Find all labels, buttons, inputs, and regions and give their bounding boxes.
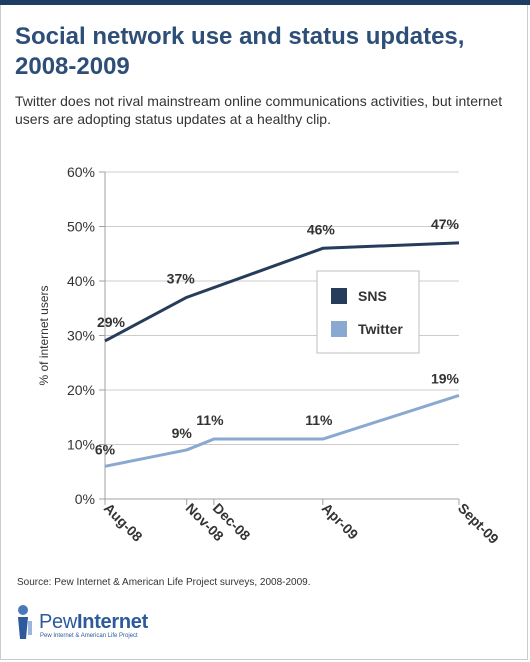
twitter-data-label: 11% <box>305 412 333 428</box>
chart-subtitle: Twitter does not rival mainstream online… <box>15 93 503 127</box>
y-tick-label: 20% <box>67 382 95 398</box>
x-tick-label: Sept-09 <box>455 500 502 547</box>
twitter-series-line <box>104 394 460 468</box>
top-rule <box>0 0 530 5</box>
sns-data-label: 46% <box>307 221 336 237</box>
twitter-data-label: 9% <box>172 425 193 441</box>
sns-data-label: 47% <box>431 216 460 232</box>
y-tick-label: 60% <box>67 164 95 180</box>
source-note: Source: Pew Internet & American Life Pro… <box>17 577 311 588</box>
logo-wordmark: PewInternet <box>39 611 148 634</box>
legend-label-sns: SNS <box>358 288 387 304</box>
sns-series-line <box>104 241 460 343</box>
legend-box <box>316 270 420 354</box>
y-axis-title: % of internet users <box>37 285 51 385</box>
twitter-data-label: 6% <box>95 441 116 457</box>
logo-word-light: Pew <box>39 611 78 633</box>
figure-frame <box>0 5 528 660</box>
legend-swatch-twitter <box>331 321 347 337</box>
sns-data-label: 37% <box>167 270 196 286</box>
line-chart: 0% 10% 20% 30% 40% 50% 60% % of internet users A… <box>37 164 502 547</box>
y-tick-label: 40% <box>67 273 95 289</box>
logo-word-bold: Internet <box>77 611 148 633</box>
y-tick-label: 50% <box>67 219 95 235</box>
pew-logo-icon <box>18 605 32 639</box>
legend-swatch-sns <box>331 288 347 304</box>
logo-tagline: Pew Internet & American Life Project <box>40 633 138 639</box>
twitter-data-label: 11% <box>196 412 224 428</box>
chart-title: Social network use and status updates, 2… <box>15 23 465 80</box>
y-tick-label: 0% <box>75 491 95 507</box>
twitter-data-label: 19% <box>431 370 460 386</box>
legend-label-twitter: Twitter <box>358 321 403 337</box>
sns-data-label: 29% <box>97 314 126 330</box>
x-tick-label: Aug-08 <box>101 500 146 545</box>
y-tick-label: 30% <box>67 328 95 344</box>
y-tick-label: 10% <box>67 437 95 453</box>
pew-internet-logo: PewInternet Pew Internet & American Life… <box>14 603 194 647</box>
x-tick-label: Apr-09 <box>319 500 362 543</box>
